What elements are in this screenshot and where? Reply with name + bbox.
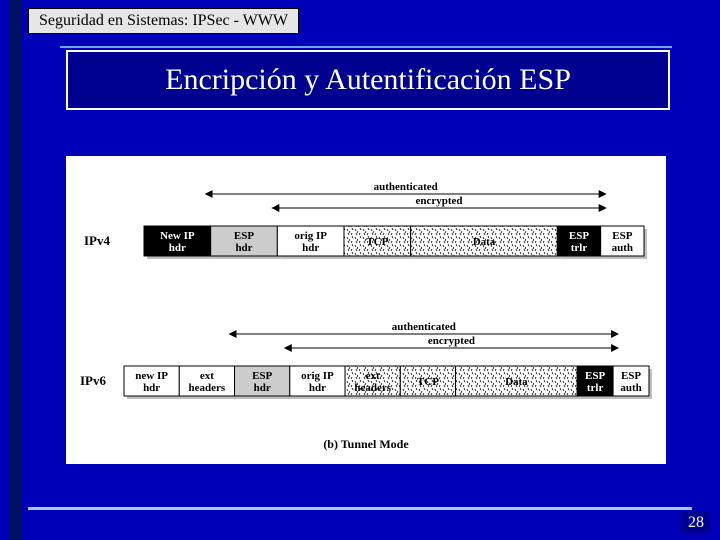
- svg-text:ESP: ESP: [585, 370, 605, 382]
- svg-text:orig IP: orig IP: [294, 230, 327, 242]
- svg-text:headers: headers: [354, 382, 391, 394]
- svg-text:Data: Data: [473, 236, 496, 248]
- esp-diagram: IPv4New IPhdrESPhdrorig IPhdrTCPDataESPt…: [66, 156, 666, 464]
- svg-text:ESP: ESP: [569, 230, 589, 242]
- svg-text:hdr: hdr: [309, 382, 326, 394]
- page-number-text: 28: [688, 514, 704, 531]
- bottom-accent: [28, 507, 692, 510]
- svg-text:auth: auth: [620, 382, 641, 394]
- breadcrumb-text: Seguridad en Sistemas: IPSec - WWW: [39, 12, 288, 29]
- breadcrumb: Seguridad en Sistemas: IPSec - WWW: [28, 8, 299, 34]
- svg-text:authenticated: authenticated: [392, 321, 456, 333]
- title-accent: [60, 46, 672, 48]
- svg-text:headers: headers: [189, 382, 226, 394]
- svg-text:encrypted: encrypted: [428, 335, 475, 347]
- svg-text:IPv6: IPv6: [80, 373, 107, 388]
- page-number: 28: [682, 512, 710, 534]
- svg-text:TCP: TCP: [366, 236, 388, 248]
- svg-text:ESP: ESP: [234, 230, 254, 242]
- title-box: Encripción y Autentificación ESP: [66, 50, 670, 110]
- svg-text:hdr: hdr: [143, 382, 160, 394]
- svg-text:TCP: TCP: [417, 376, 439, 388]
- svg-text:IPv4: IPv4: [84, 233, 111, 248]
- left-stripe: [10, 0, 22, 540]
- svg-text:Data: Data: [505, 376, 528, 388]
- svg-text:ext: ext: [366, 370, 380, 382]
- svg-text:auth: auth: [612, 242, 633, 254]
- svg-text:hdr: hdr: [235, 242, 252, 254]
- svg-text:ext: ext: [200, 370, 214, 382]
- svg-text:ESP: ESP: [621, 370, 641, 382]
- svg-text:ESP: ESP: [612, 230, 632, 242]
- svg-text:trlr: trlr: [571, 242, 588, 254]
- svg-text:orig IP: orig IP: [301, 370, 334, 382]
- svg-text:authenticated: authenticated: [374, 181, 438, 193]
- svg-text:(b) Tunnel Mode: (b) Tunnel Mode: [323, 437, 409, 451]
- svg-text:encrypted: encrypted: [415, 195, 462, 207]
- svg-text:trlr: trlr: [587, 382, 604, 394]
- svg-text:hdr: hdr: [169, 242, 186, 254]
- slide: Seguridad en Sistemas: IPSec - WWW Encri…: [0, 0, 720, 540]
- diagram-panel: IPv4New IPhdrESPhdrorig IPhdrTCPDataESPt…: [66, 156, 666, 464]
- svg-text:ESP: ESP: [252, 370, 272, 382]
- svg-text:hdr: hdr: [302, 242, 319, 254]
- page-title: Encripción y Autentificación ESP: [165, 63, 571, 97]
- svg-text:hdr: hdr: [254, 382, 271, 394]
- svg-text:New IP: New IP: [160, 230, 195, 242]
- svg-text:new IP: new IP: [135, 370, 168, 382]
